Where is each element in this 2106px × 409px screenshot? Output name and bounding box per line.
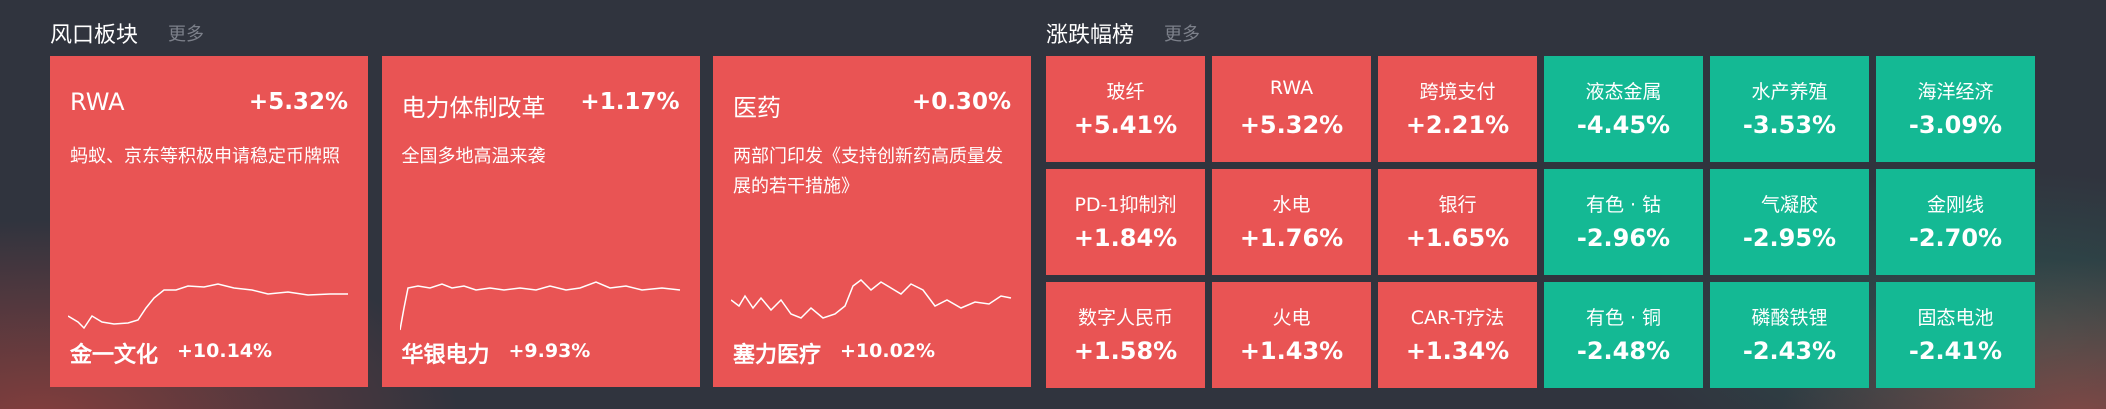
rank-change: +5.32% (1239, 111, 1344, 139)
stock-change: +10.02% (840, 340, 936, 362)
rank-change: +1.84% (1073, 224, 1178, 252)
sector-change: +5.32% (248, 89, 348, 115)
rank-change: -2.41% (1908, 337, 2003, 365)
rank-change: -2.96% (1576, 224, 1671, 252)
rank-cell[interactable]: 火电 +1.43% (1212, 282, 1371, 388)
rank-name: 玻纤 (1106, 81, 1145, 103)
rank-name: 液态金属 (1585, 81, 1662, 103)
rank-change: +1.76% (1239, 224, 1344, 252)
sector-name: RWA (70, 88, 125, 116)
sparkline-path (399, 281, 680, 331)
rank-name: PD-1抑制剂 (1074, 194, 1177, 216)
sector-card[interactable]: RWA +5.32% 蚂蚁、京东等积极申请稳定币牌照金一文化 +10.14% (50, 56, 368, 387)
rank-cell[interactable]: 液态金属 -4.45% (1544, 56, 1703, 162)
rank-change: +1.65% (1405, 224, 1510, 252)
rank-name: 固态电池 (1917, 307, 1994, 329)
sector-name: 医药 (733, 94, 781, 122)
more-link[interactable]: 更多 (1164, 24, 1200, 45)
section-title: 风口板块 (50, 23, 139, 48)
rank-cell[interactable]: 海洋经济 -3.09% (1876, 56, 2035, 162)
sector-news: 全国多地高温来袭 (401, 146, 546, 167)
section-title: 涨跌幅榜 (1046, 23, 1135, 48)
rank-name: 有色 · 钴 (1585, 194, 1662, 216)
rank-change: -3.53% (1742, 111, 1837, 139)
sparkline (68, 283, 348, 330)
rank-change: +1.34% (1405, 337, 1510, 365)
rank-cell[interactable]: 水产养殖 -3.53% (1710, 56, 1869, 162)
rank-name: 水产养殖 (1751, 81, 1828, 103)
rank-change: -2.95% (1742, 224, 1837, 252)
sparkline-path (68, 283, 348, 330)
rank-change: +5.41% (1073, 111, 1178, 139)
rank-change: -2.43% (1742, 337, 1837, 365)
rank-name: RWA (1269, 77, 1314, 99)
sector-change: +1.17% (580, 89, 680, 115)
rank-change: +2.21% (1405, 111, 1510, 139)
rank-cell[interactable]: 固态电池 -2.41% (1876, 282, 2035, 388)
sector-news: 两部门印发《支持创新药高质量发展的若干措施》 (733, 146, 1003, 197)
rank-change: -2.70% (1908, 224, 2003, 252)
rank-cell[interactable]: 金刚线 -2.70% (1876, 169, 2035, 275)
rank-change: -4.45% (1576, 111, 1671, 139)
stock-change: +10.14% (177, 340, 273, 362)
rank-cell[interactable]: 数字人民币 +1.58% (1046, 282, 1205, 388)
rank-name: 气凝胶 (1760, 194, 1818, 216)
rank-cell[interactable]: 有色 · 钴 -2.96% (1544, 169, 1703, 275)
rank-cell[interactable]: PD-1抑制剂 +1.84% (1046, 169, 1205, 275)
sector-card[interactable]: 医药 +0.30% 两部门印发《支持创新药高质量发展的若干措施》塞力医疗 +10.02… (713, 56, 1031, 387)
sector-card[interactable]: 电力体制改革 +1.17% 全国多地高温来袭华银电力 +9.93% (381, 56, 700, 387)
sector-change: +0.30% (911, 89, 1011, 115)
rank-cell[interactable]: 气凝胶 -2.95% (1710, 169, 1869, 275)
stock-change: +9.93% (508, 340, 591, 362)
sparkline (731, 279, 1012, 319)
rank-name: 磷酸铁锂 (1751, 307, 1828, 329)
rank-name: 数字人民币 (1077, 307, 1173, 329)
rank-cell[interactable]: 磷酸铁锂 -2.43% (1710, 282, 1869, 388)
rank-cell[interactable]: 银行 +1.65% (1378, 169, 1537, 275)
sector-name: 电力体制改革 (401, 94, 546, 122)
rank-name: 火电 (1272, 307, 1311, 329)
rank-name: 金刚线 (1926, 194, 1984, 216)
rank-name: 水电 (1272, 194, 1311, 216)
sparkline-path (731, 279, 1012, 319)
rank-change: -2.48% (1576, 337, 1671, 365)
sparkline (399, 281, 680, 331)
stock-name: 华银电力 (401, 343, 490, 368)
rank-name: 银行 (1438, 194, 1477, 216)
stock-name: 金一文化 (70, 343, 159, 368)
rank-cell[interactable]: 跨境支付 +2.21% (1378, 56, 1537, 162)
rank-name: 有色 · 铜 (1585, 307, 1662, 329)
rank-name: 海洋经济 (1917, 81, 1994, 103)
rank-cell[interactable]: 玻纤 +5.41% (1046, 56, 1205, 162)
sector-news: 蚂蚁、京东等积极申请稳定币牌照 (70, 146, 340, 167)
rank-cell[interactable]: CAR-T疗法 +1.34% (1378, 282, 1537, 388)
more-link[interactable]: 更多 (168, 24, 204, 45)
rank-name: CAR-T疗法 (1410, 307, 1505, 329)
rank-cell[interactable]: 水电 +1.76% (1212, 169, 1371, 275)
rank-change: +1.43% (1239, 337, 1344, 365)
rank-change: +1.58% (1073, 337, 1178, 365)
stock-name: 塞力医疗 (733, 343, 822, 368)
rank-cell[interactable]: 有色 · 铜 -2.48% (1544, 282, 1703, 388)
rank-change: -3.09% (1908, 111, 2003, 139)
rank-name: 跨境支付 (1419, 81, 1496, 103)
rank-cell[interactable]: RWA +5.32% (1212, 56, 1371, 162)
